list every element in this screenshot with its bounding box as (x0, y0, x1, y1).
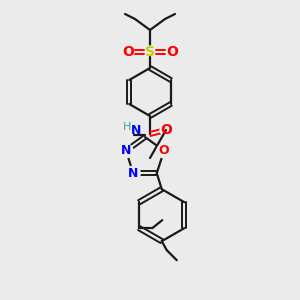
Text: N: N (131, 124, 141, 136)
Circle shape (144, 46, 156, 58)
Circle shape (126, 166, 140, 180)
Text: O: O (160, 123, 172, 137)
Circle shape (127, 123, 141, 137)
Text: H: H (123, 122, 131, 132)
Text: N: N (121, 144, 131, 157)
Circle shape (157, 144, 171, 158)
Circle shape (160, 124, 172, 136)
Circle shape (166, 46, 178, 58)
Circle shape (119, 144, 133, 158)
Circle shape (122, 46, 134, 58)
Text: N: N (128, 167, 138, 180)
Text: O: O (159, 144, 169, 157)
Text: S: S (145, 45, 155, 59)
Text: O: O (166, 45, 178, 59)
Text: O: O (122, 45, 134, 59)
